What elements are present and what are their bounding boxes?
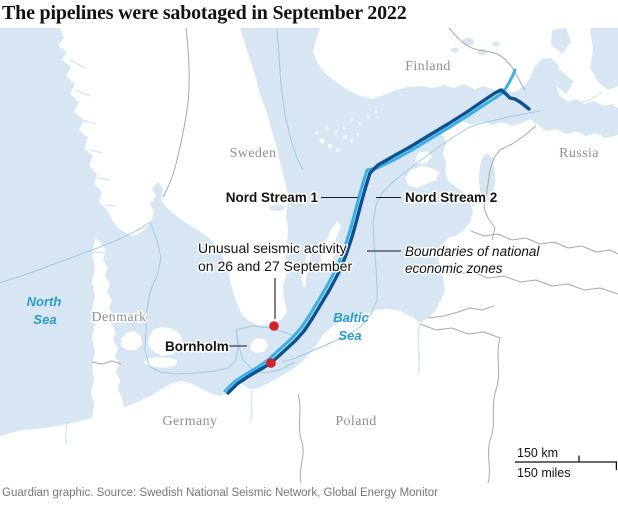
label-poland: Poland: [335, 414, 376, 429]
label-denmark: Denmark: [92, 310, 147, 325]
landmass-continent: [0, 119, 618, 483]
border-denmark-germany: [91, 360, 122, 365]
archipelago-islets: [288, 110, 378, 208]
island-gotland: [321, 221, 341, 266]
island-hiiumaa: [415, 151, 432, 164]
border-latvia-lithuania: [439, 267, 618, 295]
seismic-marker-north: [269, 321, 279, 331]
label-germany: Germany: [163, 414, 218, 429]
border-poland-east: [487, 337, 501, 484]
border-norway-sweden: [162, 27, 190, 198]
label-baltic-sea-line1: Baltic: [333, 310, 369, 325]
landmass-finland-russia: [313, 28, 618, 108]
island-funen: [121, 331, 142, 350]
border-estonia-latvia: [470, 230, 618, 255]
border-russia-estonia: [483, 125, 537, 241]
border-poland-kaliningrad: [419, 323, 501, 339]
nord-stream-1-pipeline: [226, 88, 531, 395]
landmass-scandinavia: [58, 28, 288, 325]
label-north-sea-line2: Sea: [33, 312, 56, 327]
scale-km-label: 150 km: [517, 446, 558, 460]
page-title: The pipelines were sabotaged in Septembe…: [2, 2, 407, 24]
island-oland: [301, 252, 311, 287]
country-borders: [91, 27, 618, 484]
map: Sweden Finland Russia Denmark Germany Po…: [0, 27, 618, 484]
island-zealand: [148, 327, 182, 356]
nord-stream-2-pipeline: [223, 68, 517, 393]
border-finland-russia: [448, 27, 526, 91]
seismic-marker-south: [266, 358, 276, 368]
label-boundaries-line1: Boundaries of national: [405, 244, 540, 259]
eez-boundaries: [0, 27, 541, 375]
map-svg: Sweden Finland Russia Denmark Germany Po…: [0, 27, 618, 484]
scale-miles-label: 150 miles: [517, 466, 571, 480]
rivers-fjords: [64, 59, 603, 445]
label-seismic-line2: on 26 and 27 September: [198, 258, 352, 274]
label-finland: Finland: [405, 59, 451, 74]
label-sweden: Sweden: [230, 146, 277, 161]
island-saaremaa: [405, 166, 439, 188]
label-bornholm: Bornholm: [165, 339, 229, 354]
label-seismic-line1: Unusual seismic activity: [198, 240, 347, 256]
island-lolland: [144, 357, 177, 368]
leader-lines: [226, 196, 401, 347]
source-line: Guardian graphic. Source: Swedish Nation…: [2, 487, 438, 499]
border-germany-poland: [297, 393, 304, 484]
label-nord-stream-2: Nord Stream 2: [405, 190, 497, 205]
scale-bar: 150 km 150 miles: [515, 446, 618, 480]
border-lithuania-kaliningrad: [427, 305, 495, 319]
lakes: [167, 28, 618, 264]
landmass-jutland: [91, 238, 124, 421]
label-boundaries-line2: economic zones: [405, 261, 503, 276]
label-nord-stream-1: Nord Stream 1: [226, 190, 319, 205]
label-russia: Russia: [559, 146, 599, 161]
island-bornholm: [250, 338, 268, 353]
label-baltic-sea-line2: Sea: [338, 328, 361, 343]
label-north-sea-line1: North: [27, 294, 62, 309]
